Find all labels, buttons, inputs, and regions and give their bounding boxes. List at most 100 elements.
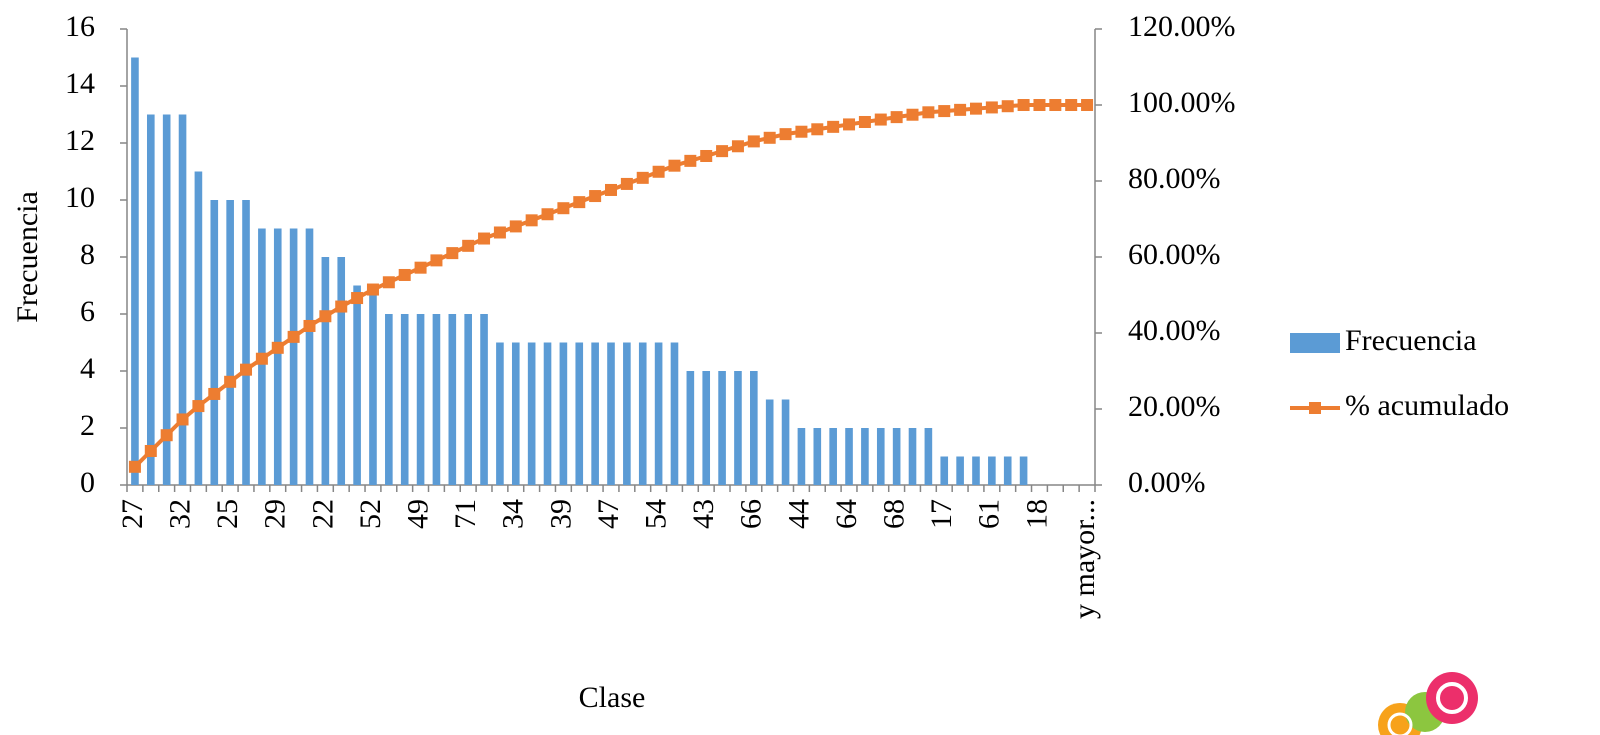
line-marker [843,118,856,131]
bar [337,257,346,485]
line-marker [192,400,205,413]
bar [559,342,568,485]
line-marker [176,413,189,426]
line-marker [446,247,459,260]
line-marker [271,341,284,354]
line-marker [128,460,141,473]
bar [829,428,837,485]
bar [575,342,584,485]
bar [765,399,774,485]
bar [131,57,139,485]
x-tick-label: 54 [639,499,672,529]
line-marker [874,113,887,126]
line-marker [811,123,824,136]
bar [972,456,980,485]
line-marker [1081,99,1094,111]
line-marker [414,261,427,274]
x-tick-label: 18 [1020,499,1053,529]
y-tick-label: 4 [80,352,95,385]
bar [369,285,377,485]
x-axis-title: Clase [579,681,646,714]
bar [908,428,917,485]
line-marker [462,239,475,252]
line-marker [1033,99,1046,111]
legend-label: Frecuencia [1345,324,1477,357]
bar [273,228,282,485]
bar [464,314,472,485]
x-tick-label: 71 [449,499,482,529]
y2-tick-label: 60.00% [1128,238,1221,271]
bar [797,428,806,485]
line-marker [366,283,379,296]
line-marker [144,444,157,457]
bar [813,428,822,485]
bar [654,342,663,485]
bar [702,371,711,485]
line-marker [763,131,776,144]
x-tick-label: 61 [973,499,1006,529]
bar [750,371,758,485]
line-marker [160,429,173,442]
bar [781,399,790,485]
y-tick-label: 8 [80,238,95,271]
y-tick-label: 14 [65,67,95,100]
x-tick-label: 66 [735,499,768,529]
line-marker [1065,99,1078,111]
bar [861,428,869,485]
line-marker [969,102,982,115]
x-tick-label: 22 [306,499,339,529]
bar [480,314,488,485]
bar [511,342,520,485]
x-tick-label: 39 [544,499,577,529]
line-marker [795,125,808,138]
line-marker [716,145,729,158]
bar [527,342,536,485]
y2-tick-label: 40.00% [1128,314,1221,347]
line-marker [731,140,744,153]
bar [845,428,853,485]
line-marker [922,106,935,119]
x-tick-label: 64 [830,499,863,529]
line-marker [240,363,253,376]
x-tick-label: 29 [259,499,292,529]
line-marker [636,171,649,184]
line-marker [335,300,348,313]
bar [876,428,885,485]
line-marker [589,190,602,203]
x-tick-label: y mayor... [1068,499,1101,619]
y2-tick-label: 100.00% [1128,86,1236,119]
bar [353,285,361,485]
bar [686,371,695,485]
line-marker [985,101,998,114]
bar [432,314,441,485]
line-marker [573,196,586,209]
line-marker [303,319,316,332]
line-marker [605,183,617,196]
bar [591,342,599,485]
line-marker [351,292,364,305]
bar [146,114,155,485]
x-tick-label: 25 [211,499,244,529]
y2-tick-label: 0.00% [1128,466,1206,499]
x-tick-label: 68 [878,499,911,529]
line-marker [620,177,633,190]
x-tick-label: 27 [116,499,149,529]
line-marker [938,105,951,118]
y2-tick-label: 20.00% [1128,390,1221,423]
bar [210,200,219,485]
line-marker [1017,99,1030,111]
bar [1003,456,1012,485]
legend-swatch [1309,402,1321,414]
line-marker [541,208,554,221]
line-marker [430,254,443,267]
y-tick-label: 12 [65,124,95,157]
y-axis-title: Frecuencia [11,191,44,323]
decoration-logo [1378,672,1478,735]
bar [385,314,393,485]
bar [400,314,409,485]
bar [940,456,949,485]
y-tick-label: 6 [80,295,95,328]
x-tick-label: 34 [497,499,530,529]
x-tick-label: 49 [401,499,434,529]
